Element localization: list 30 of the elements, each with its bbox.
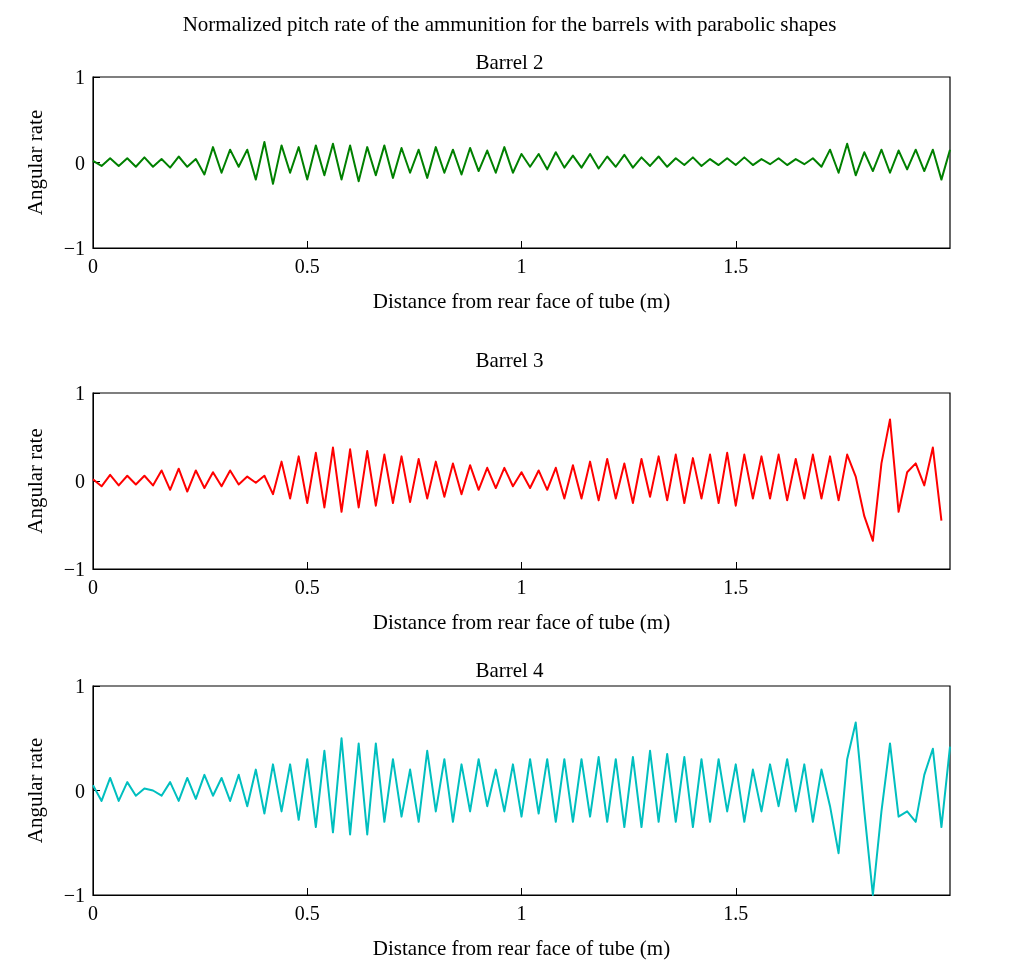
y-tick-label: −1: [63, 237, 85, 259]
line-series: [92, 418, 943, 542]
y-axis-title: Angular rate: [22, 737, 47, 844]
x-axis-title: Distance from rear face of tube (m): [372, 288, 671, 313]
x-axis-title: Distance from rear face of tube (m): [372, 935, 671, 960]
chart-title: Barrel 4: [475, 657, 545, 682]
chart-title: Barrel 3: [475, 347, 544, 372]
x-tick-label: 1.5: [723, 255, 749, 277]
y-tick-label: 0: [75, 470, 85, 492]
y-tick-label: 1: [75, 382, 85, 404]
y-tick-label: 1: [75, 66, 85, 88]
x-tick-label: 0.5: [294, 902, 320, 924]
y-axis-title: Angular rate: [22, 109, 47, 216]
line-series: [92, 140, 951, 185]
x-tick-label: 1: [516, 255, 527, 277]
y-tick-label: −1: [63, 884, 85, 906]
chart-subtitle: Barrel 2: [475, 49, 544, 74]
y-tick-label: 1: [75, 675, 85, 697]
y-axis-title: Angular rate: [22, 428, 47, 534]
x-axis-title: Distance from rear face of tube (m): [372, 609, 671, 634]
x-tick-label: 0.5: [294, 255, 320, 277]
y-tick-label: 0: [75, 151, 85, 174]
x-tick-label: 1.5: [723, 576, 749, 598]
chart-title: Normalized pitch rate of the ammunition for the barrels with parabolic shapes: [182, 11, 837, 36]
x-tick-label: 1: [516, 576, 527, 598]
y-tick-label: 0: [75, 779, 85, 802]
x-tick-label: 1: [516, 902, 527, 924]
y-tick-label: −1: [63, 558, 85, 580]
x-tick-label: 0.5: [294, 576, 320, 598]
x-tick-label: 1.5: [723, 902, 749, 924]
